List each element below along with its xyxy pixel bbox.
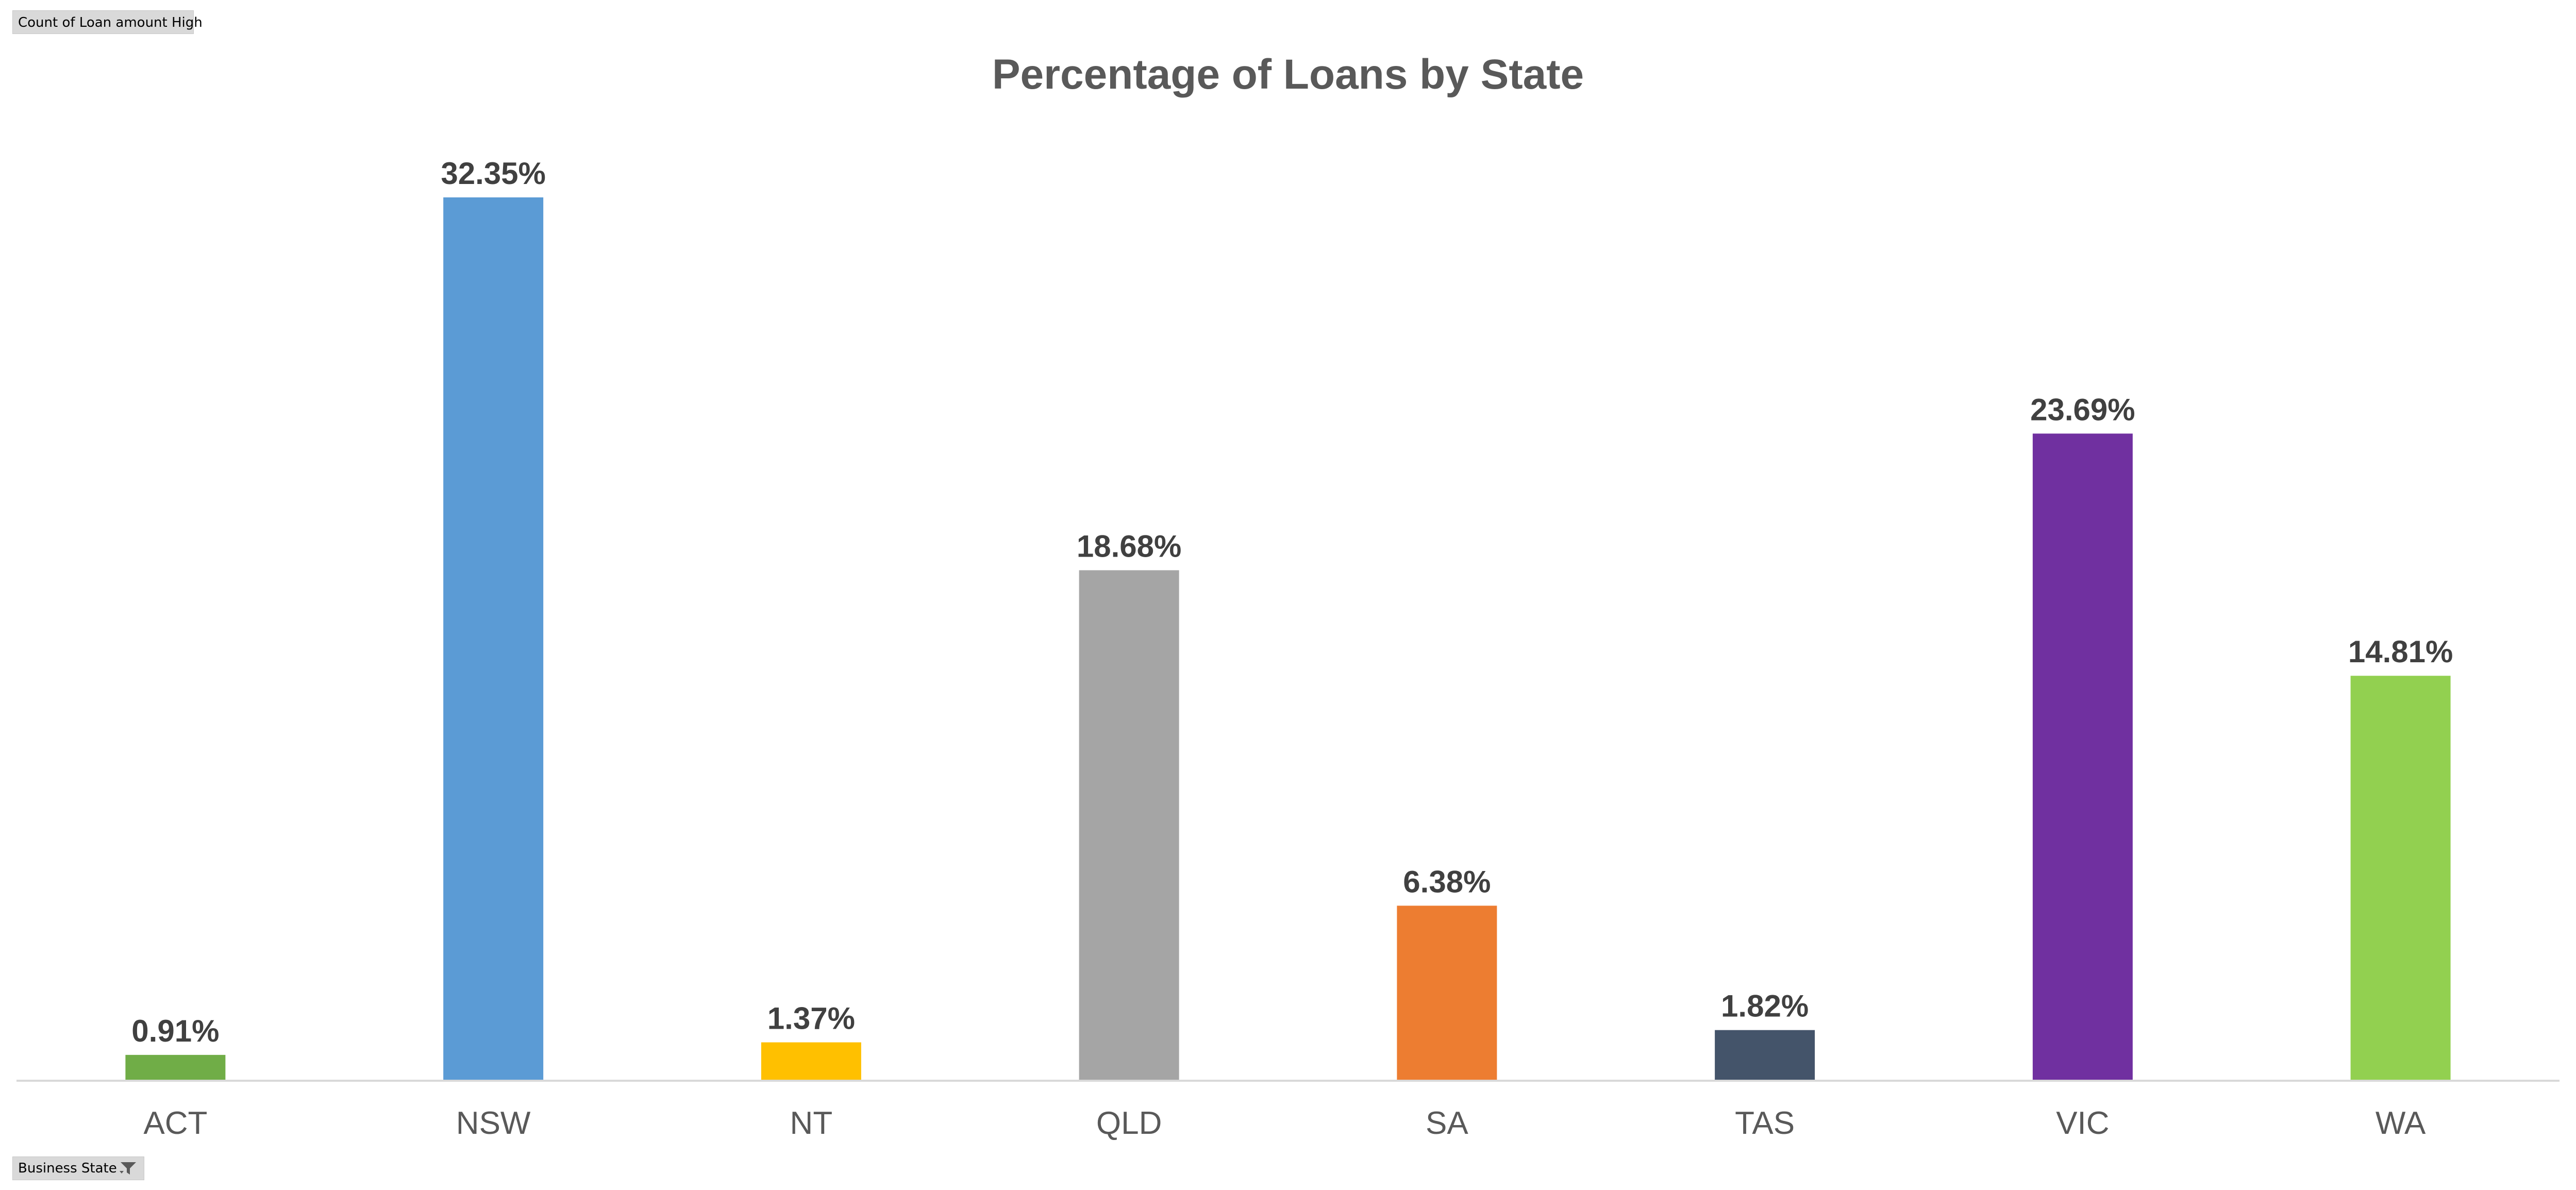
chart-title: Percentage of Loans by State (992, 51, 1584, 98)
data-label-wa: 14.81% (2348, 634, 2453, 669)
data-label-act: 0.91% (131, 1014, 219, 1048)
x-tick-wa: WA (2376, 1105, 2426, 1141)
x-axis-ticks: ACT NSW NT QLD SA TAS VIC WA (143, 1105, 2426, 1141)
x-tick-vic: VIC (2056, 1105, 2109, 1141)
bar-act (125, 1054, 226, 1080)
x-tick-qld: QLD (1096, 1105, 1162, 1141)
x-tick-nsw: NSW (456, 1105, 531, 1141)
bar-tas (1715, 1030, 1815, 1080)
x-tick-tas: TAS (1735, 1105, 1795, 1141)
data-label-tas: 1.82% (1721, 989, 1809, 1024)
x-tick-sa: SA (1426, 1105, 1468, 1141)
bar-sa (1397, 906, 1497, 1080)
bar-wa (2350, 676, 2451, 1080)
bar-nt (761, 1042, 861, 1080)
value-field-button[interactable]: Count of Loan amount High (12, 10, 203, 34)
bar-vic (2032, 433, 2133, 1080)
x-tick-nt: NT (790, 1105, 833, 1141)
data-label-sa: 6.38% (1403, 864, 1491, 899)
value-field-label: Count of Loan amount High (18, 15, 203, 30)
bar-qld (1079, 570, 1179, 1080)
data-label-vic: 23.69% (2030, 392, 2135, 427)
filter-icon[interactable] (118, 1159, 139, 1178)
data-label-qld: 18.68% (1077, 529, 1182, 563)
data-label-nsw: 32.35% (441, 156, 546, 191)
bar-group: 0.91% 32.35% 1.37% 18.68% 6.38% 1.82% 23.69% 14… (125, 156, 2453, 1080)
axis-field-button[interactable]: Business State (12, 1157, 144, 1180)
data-label-nt: 1.37% (767, 1001, 855, 1035)
bar-nsw (443, 197, 544, 1080)
axis-field-label: Business State (18, 1161, 117, 1176)
x-tick-act: ACT (143, 1105, 207, 1141)
